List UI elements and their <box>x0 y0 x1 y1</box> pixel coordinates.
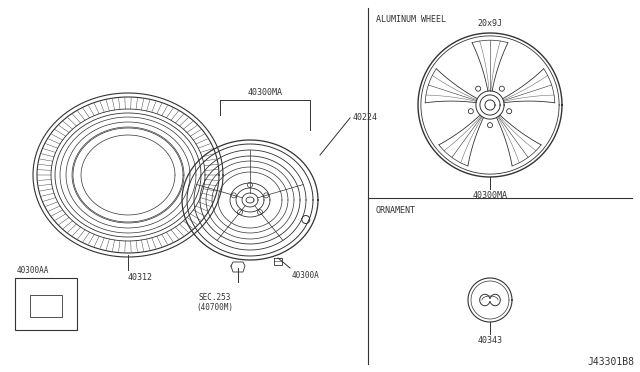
Text: J43301B8: J43301B8 <box>587 357 634 367</box>
Bar <box>15 278 77 330</box>
Text: SEC.253
(40700M): SEC.253 (40700M) <box>196 293 234 312</box>
Text: 40300A: 40300A <box>292 271 320 280</box>
Text: 40312: 40312 <box>127 273 152 282</box>
Text: ALUMINUM WHEEL: ALUMINUM WHEEL <box>376 15 446 24</box>
Bar <box>30 295 62 317</box>
Text: 40343: 40343 <box>477 336 502 345</box>
Text: 40300MA: 40300MA <box>472 191 508 200</box>
Text: 40300AA: 40300AA <box>17 266 49 275</box>
Text: 20x9J: 20x9J <box>477 19 502 28</box>
Text: 40224: 40224 <box>353 112 378 122</box>
Text: 40300MA: 40300MA <box>248 88 282 97</box>
Text: ORNAMENT: ORNAMENT <box>376 206 416 215</box>
